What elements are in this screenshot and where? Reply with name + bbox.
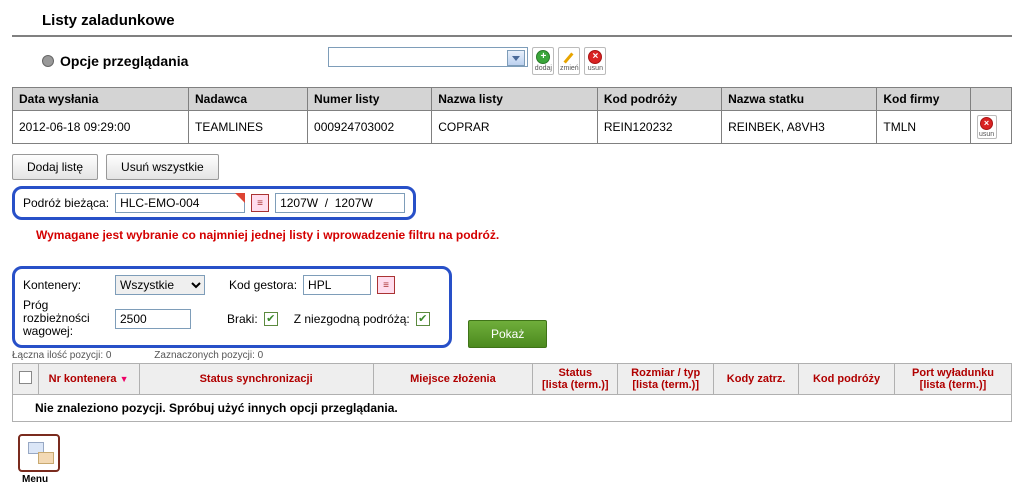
cell-voyage-code: REIN120232 [597, 111, 721, 144]
gestor-input[interactable] [303, 275, 371, 295]
add-list-button[interactable]: Dodaj listę [12, 154, 98, 180]
selected-count: Zaznaczonych pozycji: 0 [154, 350, 263, 361]
x-icon: × [588, 50, 602, 64]
view-options-select[interactable] [328, 47, 528, 67]
options-bullet-icon [42, 55, 54, 67]
wrong-voyage-checkbox[interactable]: ✔ [416, 312, 430, 326]
cell-company-code: TMLN [877, 111, 970, 144]
col-voyage-code[interactable]: Kod podróży [799, 363, 895, 394]
select-all-checkbox[interactable] [19, 371, 32, 384]
show-button[interactable]: Pokaż [468, 320, 547, 348]
view-options-row: Opcje przeglądania + dodaj zmień × usun [12, 43, 1012, 83]
containers-select[interactable]: Wszystkie [115, 275, 205, 295]
col-voyage-code[interactable]: Kod podróży [597, 88, 721, 111]
cell-list-number: 000924703002 [308, 111, 432, 144]
delete-button[interactable]: × usun [584, 47, 606, 75]
x-icon: × [980, 117, 993, 130]
voyage-codes-input[interactable] [275, 193, 405, 213]
col-container-no[interactable]: Nr kontenera ▼ [38, 363, 139, 394]
cell-ship-name: REINBEK, A8VH3 [722, 111, 877, 144]
menu-button[interactable] [18, 434, 60, 472]
col-deposit-place[interactable]: Miejsce złożenia [373, 363, 533, 394]
view-options-label: Opcje przeglądania [60, 53, 188, 69]
current-voyage-group: Podróż bieżąca: ≡ [12, 186, 416, 220]
shortages-checkbox[interactable]: ✔ [264, 312, 278, 326]
col-list-number[interactable]: Numer listy [308, 88, 432, 111]
total-count: Łączna ilość pozycji: 0 [12, 350, 112, 361]
page-title: Listy zaladunkowe [12, 8, 1012, 37]
edit-button[interactable]: zmień [558, 47, 580, 75]
col-sender[interactable]: Nadawca [188, 88, 307, 111]
col-list-name[interactable]: Nazwa listy [432, 88, 598, 111]
no-results-message: Nie znaleziono pozycji. Spróbuj użyć inn… [13, 394, 1012, 421]
filter-group: Kontenery: Wszystkie Kod gestora: ≡ Próg… [12, 266, 452, 348]
cell-sent-date: 2012-06-18 09:29:00 [13, 111, 189, 144]
pencil-icon [562, 51, 576, 65]
col-ship-name[interactable]: Nazwa statku [722, 88, 877, 111]
validation-message: Wymagane jest wybranie co najmniej jedne… [12, 222, 1012, 246]
col-sent-date[interactable]: Data wysłania [13, 88, 189, 111]
menu-label: Menu [22, 474, 1012, 485]
loading-lists-table: Data wysłania Nadawca Numer listy Nazwa … [12, 87, 1012, 144]
gestor-lookup-icon[interactable]: ≡ [377, 276, 395, 294]
col-unload-port[interactable]: Port wyładunku [lista (term.)] [894, 363, 1011, 394]
shortages-label: Braki: [227, 312, 258, 326]
col-size-type[interactable]: Rozmiar / typ [lista (term.)] [618, 363, 714, 394]
col-stop-codes[interactable]: Kody zatrz. [714, 363, 799, 394]
col-status[interactable]: Status [lista (term.)] [533, 363, 618, 394]
col-company-code[interactable]: Kod firmy [877, 88, 970, 111]
plus-icon: + [536, 50, 550, 64]
gestor-label: Kod gestora: [229, 278, 297, 292]
results-table: Nr kontenera ▼ Status synchronizacji Mie… [12, 363, 1012, 422]
cell-list-name: COPRAR [432, 111, 598, 144]
counts-row: Łączna ilość pozycji: 0 Zaznaczonych poz… [12, 350, 1012, 361]
col-sync-status[interactable]: Status synchronizacji [139, 363, 373, 394]
current-voyage-input[interactable] [115, 193, 245, 213]
current-voyage-label: Podróż bieżąca: [23, 196, 109, 210]
add-button[interactable]: + dodaj [532, 47, 554, 75]
containers-label: Kontenery: [23, 278, 109, 292]
delete-all-button[interactable]: Usuń wszystkie [106, 154, 219, 180]
wrong-voyage-label: Z niezgodną podróżą: [294, 312, 410, 326]
row-delete-button[interactable]: × usun [977, 115, 997, 139]
table-row[interactable]: 2012-06-18 09:29:00 TEAMLINES 0009247030… [13, 111, 1012, 144]
cell-sender: TEAMLINES [188, 111, 307, 144]
threshold-label: Próg rozbieżności wagowej: [23, 299, 109, 339]
voyage-lookup-icon[interactable]: ≡ [251, 194, 269, 212]
threshold-input[interactable] [115, 309, 191, 329]
sort-arrow-icon: ▼ [120, 374, 129, 384]
